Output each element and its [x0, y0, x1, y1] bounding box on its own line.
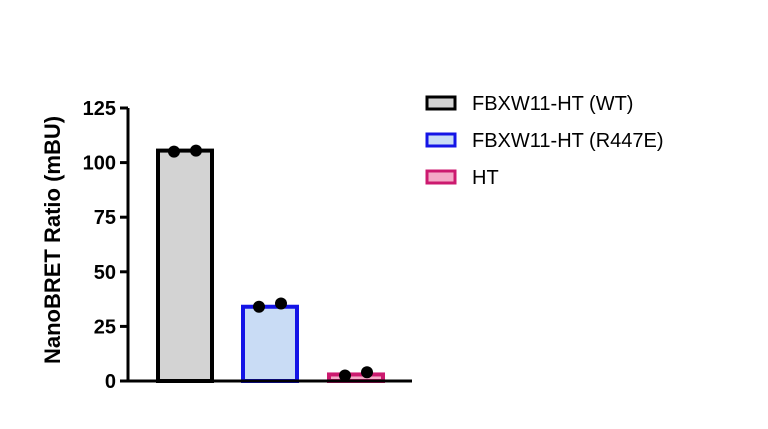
- bars-layer: [156, 148, 385, 383]
- legend-label-2: FBXW11-HT (R447E): [472, 130, 664, 152]
- replicate-point: [275, 297, 287, 310]
- replicate-point: [361, 366, 373, 379]
- y-axis: 0 25 50 75 100 125: [83, 98, 412, 393]
- legend-label-3: HT: [472, 167, 499, 189]
- y-tick-label: 125: [83, 98, 116, 120]
- y-tick-label: 50: [94, 262, 116, 284]
- points-layer: [168, 144, 373, 382]
- bar-1: [156, 148, 214, 383]
- legend-swatch-1: [425, 95, 457, 111]
- replicate-point: [253, 300, 265, 313]
- replicate-point: [168, 145, 180, 158]
- y-tick-label: 25: [94, 316, 116, 338]
- y-axis-title: NanoBRET Ratio (mBU): [40, 116, 65, 364]
- legend-swatch-2: [425, 132, 457, 148]
- bar-2: [241, 304, 299, 383]
- replicate-point: [190, 144, 202, 157]
- legend-swatch-3: [425, 169, 457, 185]
- y-tick-label: 0: [105, 371, 116, 393]
- replicate-point: [339, 369, 351, 382]
- y-tick-label: 75: [94, 207, 116, 229]
- legend-label-1: FBXW11-HT (WT): [472, 93, 633, 115]
- y-tick-label: 100: [83, 153, 116, 175]
- legend: FBXW11-HT (WT) FBXW11-HT (R447E) HT: [425, 93, 664, 189]
